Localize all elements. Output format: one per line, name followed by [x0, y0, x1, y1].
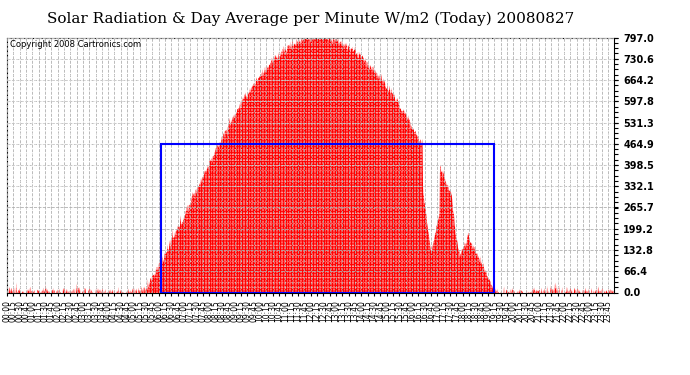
Bar — [161, 144, 494, 292]
Text: Copyright 2008 Cartronics.com: Copyright 2008 Cartronics.com — [10, 40, 141, 49]
Text: Solar Radiation & Day Average per Minute W/m2 (Today) 20080827: Solar Radiation & Day Average per Minute… — [47, 11, 574, 26]
